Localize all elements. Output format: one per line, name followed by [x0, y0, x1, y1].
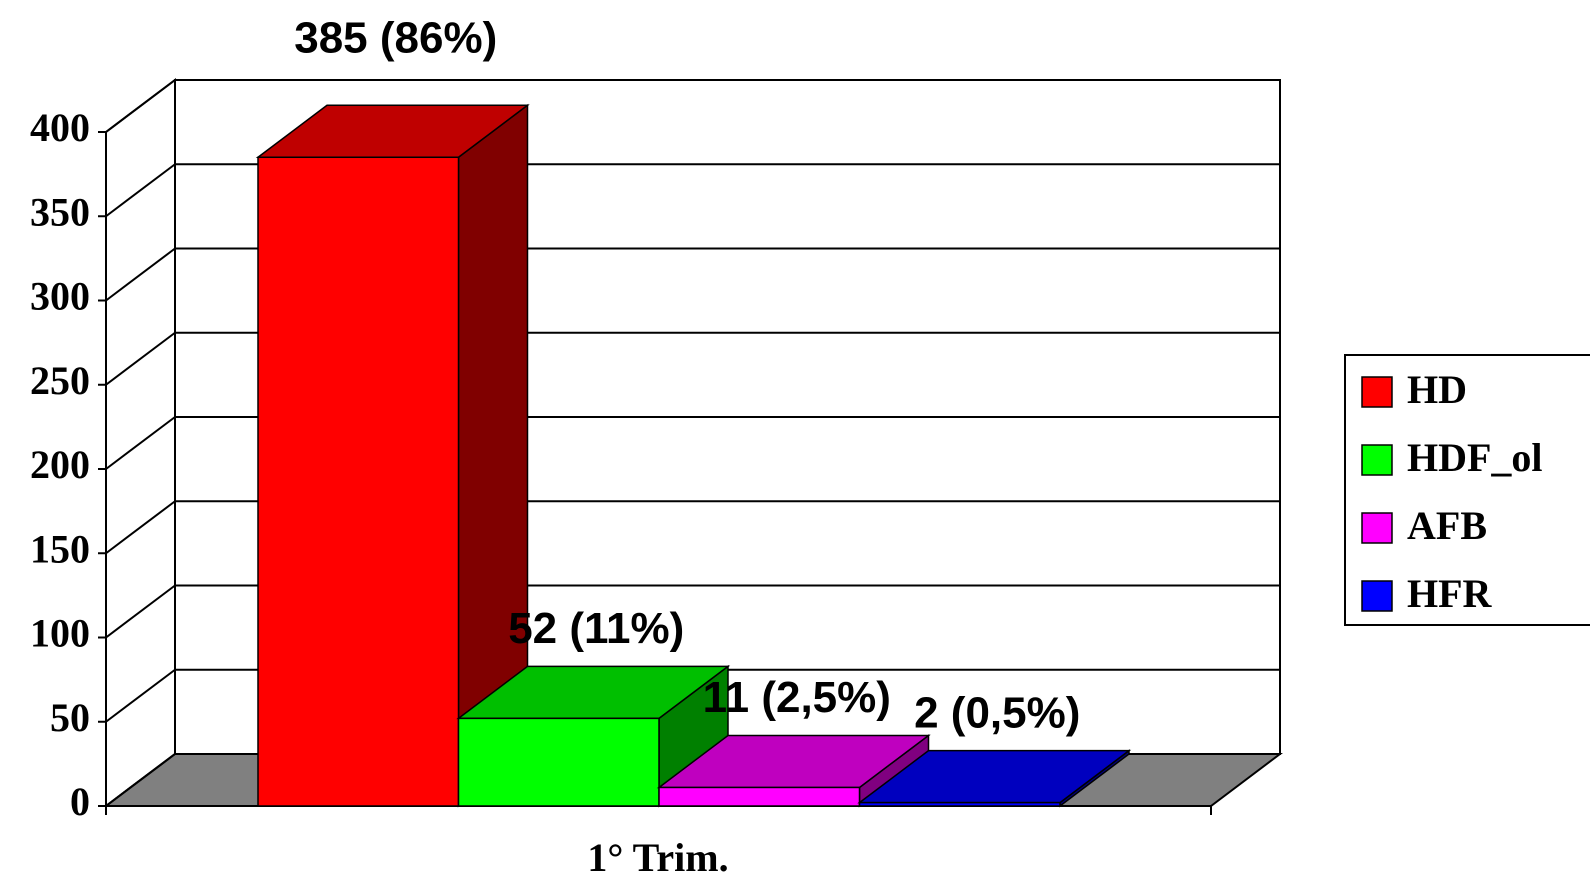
legend-label: HD — [1407, 367, 1467, 412]
grid-line — [105, 584, 176, 639]
legend-swatch — [1361, 512, 1393, 544]
data-label: 2 (0,5%) — [914, 688, 1080, 737]
y-tick-label: 300 — [30, 274, 90, 319]
grid-line — [105, 163, 176, 218]
grid-line — [105, 331, 176, 386]
x-category-label: 1° Trim. — [587, 835, 728, 880]
legend-label: HDF_ol — [1407, 435, 1543, 480]
y-tick-label: 250 — [30, 358, 90, 403]
bar — [257, 156, 460, 807]
grid-line — [105, 668, 176, 723]
y-tick-label: 0 — [70, 779, 90, 824]
grid-line — [105, 79, 176, 133]
y-tick-label: 200 — [30, 442, 90, 487]
grid-line — [105, 416, 176, 470]
data-label: 385 (86%) — [294, 14, 497, 63]
y-tick-label: 400 — [30, 105, 90, 150]
bar — [457, 717, 660, 807]
y-tick-label: 150 — [30, 526, 90, 571]
bar — [658, 786, 861, 807]
grid-line — [105, 500, 176, 555]
grid-line — [105, 247, 176, 302]
y-tick-label: 50 — [50, 695, 90, 740]
legend-label: HFR — [1407, 571, 1493, 616]
grid-line — [105, 753, 176, 807]
legend-label: AFB — [1407, 503, 1487, 548]
legend-swatch — [1361, 376, 1393, 408]
data-label: 52 (11%) — [508, 604, 684, 653]
legend-swatch — [1361, 444, 1393, 476]
legend-swatch — [1361, 580, 1393, 612]
y-tick-label: 350 — [30, 189, 90, 234]
y-tick-label: 100 — [30, 611, 90, 656]
data-label: 11 (2,5%) — [703, 673, 891, 722]
bar — [858, 801, 1061, 807]
